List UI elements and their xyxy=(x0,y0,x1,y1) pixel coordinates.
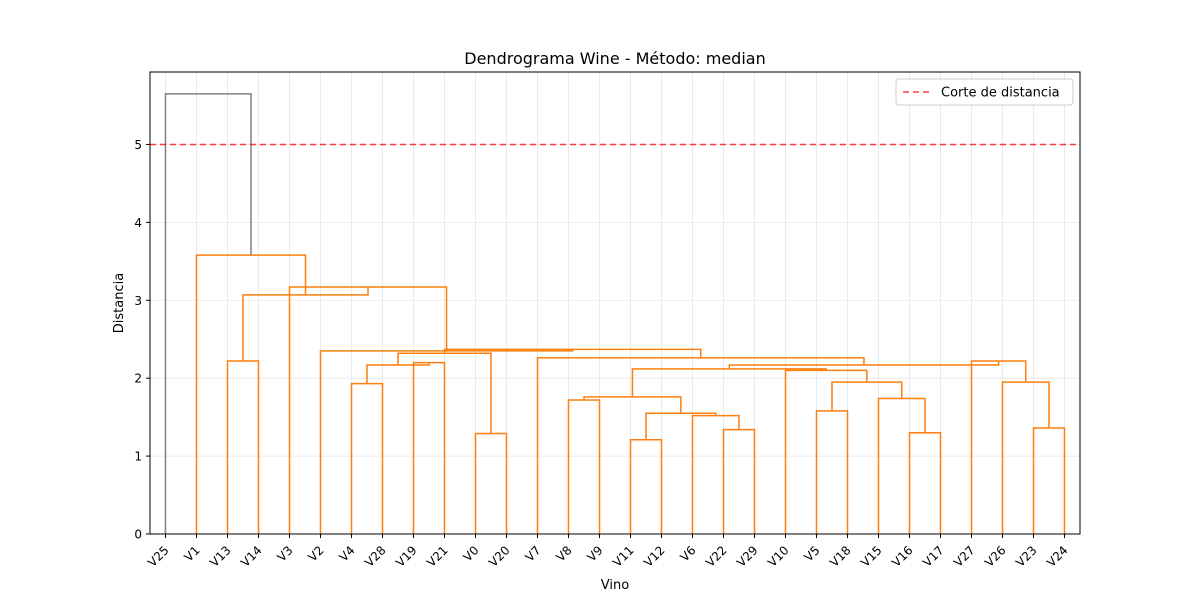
y-axis-label: Distancia xyxy=(112,273,127,333)
dendrogram-link xyxy=(831,381,903,411)
x-axis-label: Vino xyxy=(601,578,629,593)
dendrogram-link xyxy=(1032,427,1066,534)
y-axis: 0 1 2 3 4 5 xyxy=(134,138,150,542)
plot-frame xyxy=(149,71,1081,535)
dendrogram-link xyxy=(970,360,1027,534)
dendrogram-link xyxy=(815,410,849,534)
dendrogram-link xyxy=(567,399,601,534)
dendrogram-link xyxy=(164,93,252,534)
y-tick-label: 0 xyxy=(134,528,142,542)
dendrogram-link xyxy=(536,357,865,534)
dendrogram-link xyxy=(350,382,384,534)
legend-box xyxy=(895,78,1074,106)
y-tick-label: 4 xyxy=(134,216,142,230)
dendrogram-link xyxy=(728,361,1000,369)
dendrogram-links xyxy=(164,93,1066,534)
dendrogram-link xyxy=(366,362,430,384)
y-tick-label: 5 xyxy=(134,138,142,152)
dendrogram-link xyxy=(1001,381,1050,534)
plot-area xyxy=(150,72,1080,534)
y-tick-label: 3 xyxy=(134,294,142,308)
y-tick-label: 1 xyxy=(134,450,142,464)
legend: Corte de distancia xyxy=(895,78,1074,106)
chart-title: Dendrograma Wine - Método: median xyxy=(464,49,765,68)
y-tick-label: 2 xyxy=(134,372,142,386)
dendrogram-link xyxy=(412,361,446,534)
legend-label-threshold: Corte de distancia xyxy=(941,86,1060,101)
dendrogram-link xyxy=(242,287,369,362)
